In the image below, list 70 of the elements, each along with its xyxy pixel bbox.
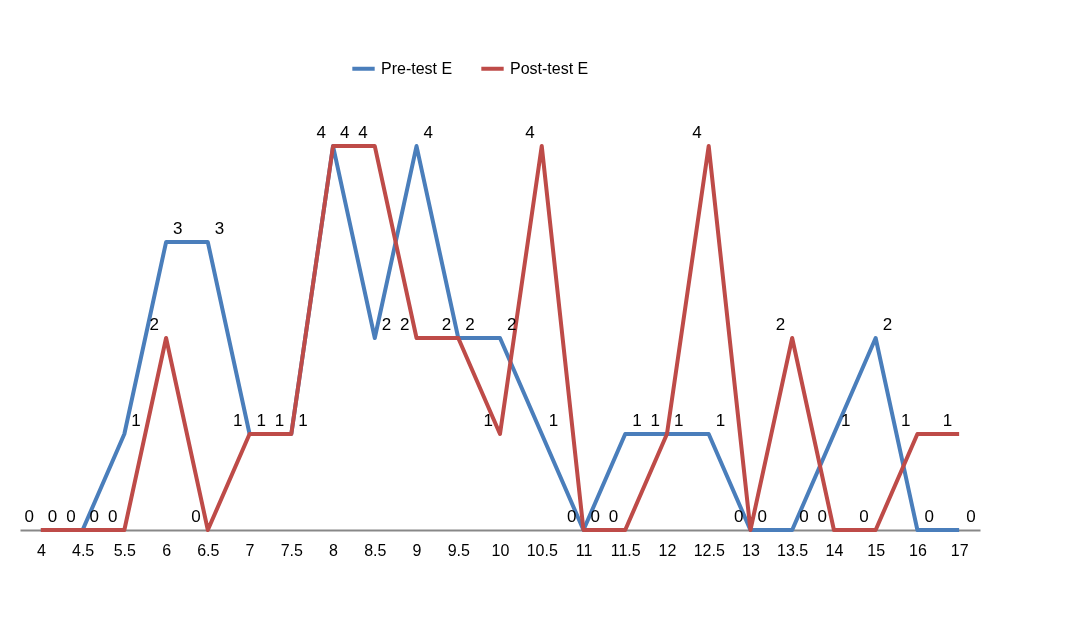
x-tick-label: 9 [412,541,422,559]
x-tick-label: 10.5 [526,541,558,559]
data-label: 0 [799,507,809,526]
data-label: 0 [817,507,827,526]
data-label: 3 [214,219,225,239]
data-label: 4 [358,123,368,143]
x-tick-label: 7.5 [280,541,304,559]
x-tick-label: 13 [742,541,760,559]
x-tick-label: 6.5 [197,541,220,559]
data-label: 1 [840,411,851,431]
data-label: 0 [24,507,34,526]
data-label: 0 [47,507,58,526]
data-label: 1 [483,411,493,431]
data-label: 1 [256,411,267,431]
data-label: 1 [131,411,141,431]
data-label: 0 [89,507,100,526]
x-tick-label: 6 [162,541,172,559]
data-label: 1 [274,411,285,431]
data-label: 1 [233,411,243,431]
x-tick-label: 15 [867,541,886,559]
x-tick-label: 16 [908,541,927,559]
x-tick-label: 12.5 [693,541,725,559]
x-tick-label: 8.5 [364,541,387,559]
data-label: 0 [757,507,767,526]
data-label: 4 [423,123,433,143]
data-label: 1 [298,411,308,431]
x-tick-label: 13.5 [777,541,809,559]
data-label: 0 [66,507,76,526]
x-tick-label: 7 [245,541,255,559]
data-label: 1 [673,411,684,431]
data-label: 2 [465,315,475,335]
data-label: 0 [191,507,201,526]
data-label: 0 [567,507,577,526]
data-label: 0 [608,507,619,526]
data-label: 0 [590,507,600,526]
data-label: 3 [173,219,183,239]
data-label: 2 [882,315,893,335]
data-label: 0 [733,507,744,526]
x-tick-label: 14 [825,541,844,559]
x-tick-label: 5.5 [113,541,137,559]
data-label: 1 [548,411,559,431]
data-label: 0 [107,507,118,526]
x-tick-label: 11 [575,541,593,559]
x-tick-label: 12 [658,541,677,559]
data-label: 0 [859,507,869,526]
data-label: 1 [650,411,660,431]
x-tick-label: 8 [329,541,339,559]
x-tick-label: 4 [36,541,46,559]
data-label: 2 [441,315,452,335]
x-tick-label: 10 [491,541,510,559]
x-tick-label: 9.5 [447,541,470,559]
x-tick-label: 4.5 [71,541,95,559]
data-label: 2 [149,315,160,335]
data-label: 0 [966,507,976,526]
data-label: 2 [400,315,410,335]
data-label: 1 [715,411,726,431]
data-label: 1 [900,411,911,431]
data-label: 4 [525,123,535,143]
data-label: 2 [381,315,392,335]
data-label: 2 [775,315,786,335]
x-tick-label: 11.5 [610,541,641,559]
data-label: 1 [632,411,642,431]
data-label: 1 [942,411,953,431]
data-label: 4 [340,123,350,143]
data-label: 0 [924,507,934,526]
legend-label: Post-test E [510,59,589,77]
x-tick-label: 17 [950,541,969,559]
data-label: 4 [316,123,327,143]
legend-label: Pre-test E [381,59,453,77]
data-label: 4 [692,123,702,143]
